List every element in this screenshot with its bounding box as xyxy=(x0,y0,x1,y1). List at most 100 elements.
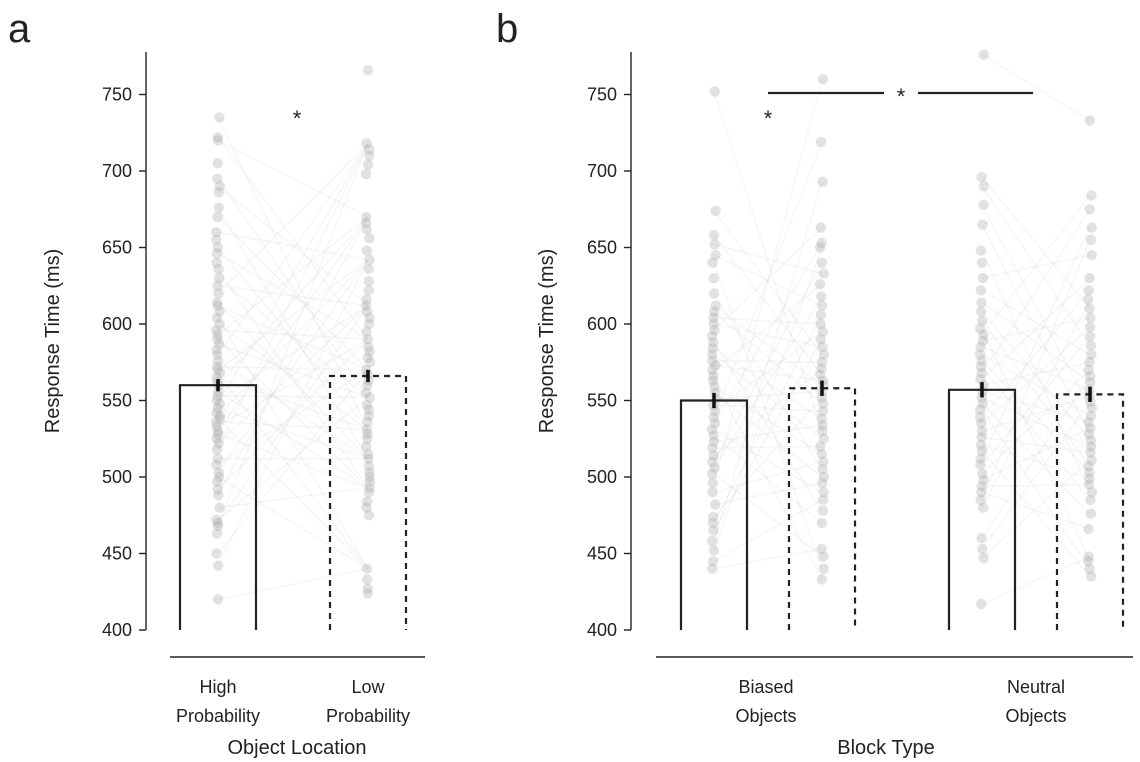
data-point xyxy=(978,474,989,486)
participant-trace xyxy=(713,234,823,375)
data-point xyxy=(708,436,720,448)
data-point xyxy=(817,464,828,475)
participant-trace xyxy=(713,262,823,570)
data-point xyxy=(815,441,826,452)
data-point xyxy=(214,367,226,379)
data-point xyxy=(1084,115,1095,126)
panel-b-category-biased-line2: Objects xyxy=(735,706,796,726)
data-point xyxy=(817,425,828,437)
data-point xyxy=(974,323,986,334)
panel-b-y-ticks: 400 450 500 550 600 650 700 750 xyxy=(587,85,631,640)
participant-trace xyxy=(981,320,1091,467)
data-point xyxy=(212,349,223,360)
participant-trace xyxy=(981,301,1091,383)
data-point xyxy=(978,199,989,210)
data-point xyxy=(1084,357,1095,368)
participant-trace xyxy=(713,396,823,518)
panel-b-category-neutral-line2: Objects xyxy=(1005,706,1066,726)
participant-trace xyxy=(713,347,823,420)
data-point xyxy=(362,583,373,594)
data-point xyxy=(815,334,826,345)
participant-trace xyxy=(713,386,823,455)
data-point xyxy=(708,545,720,556)
data-point xyxy=(214,306,225,317)
data-point xyxy=(977,468,988,480)
data-point xyxy=(707,511,719,522)
data-point xyxy=(364,144,375,155)
data-point xyxy=(214,502,225,513)
participant-trace xyxy=(981,395,1091,432)
data-point xyxy=(974,412,986,423)
data-point xyxy=(362,380,373,391)
data-point xyxy=(976,297,987,308)
participant-trace xyxy=(713,428,823,493)
data-point xyxy=(708,525,719,536)
participant-trace xyxy=(713,181,823,542)
panel-b-ytick-label: 700 xyxy=(587,161,617,181)
participant-trace xyxy=(981,326,1091,425)
data-point xyxy=(818,349,830,360)
participant-trace xyxy=(713,338,823,531)
data-point xyxy=(977,398,989,409)
participant-trace xyxy=(981,204,1091,409)
data-point xyxy=(211,459,222,470)
participant-trace xyxy=(217,259,369,567)
participant-trace xyxy=(713,424,823,443)
data-point xyxy=(362,588,374,599)
data-point xyxy=(1083,523,1094,535)
participant-trace xyxy=(981,401,1091,550)
data-point xyxy=(211,344,222,356)
participant-trace xyxy=(217,343,369,399)
data-point xyxy=(364,471,375,483)
data-point xyxy=(362,416,373,428)
panel-b-between-groups-significance: * xyxy=(897,84,906,109)
data-point xyxy=(211,421,222,432)
data-point xyxy=(212,242,224,253)
data-point xyxy=(1083,294,1094,305)
participant-trace xyxy=(713,296,823,469)
data-point xyxy=(361,399,373,411)
participant-trace xyxy=(981,335,1091,466)
participant-trace xyxy=(981,483,1091,487)
data-point xyxy=(976,425,988,437)
data-point xyxy=(214,410,226,421)
data-point xyxy=(211,297,223,308)
data-point xyxy=(707,456,718,467)
data-point xyxy=(815,369,826,380)
participant-trace xyxy=(217,369,369,466)
panel-a-category-low-line2: Probability xyxy=(326,706,410,726)
data-point xyxy=(816,392,828,403)
data-point xyxy=(1085,410,1097,421)
data-point xyxy=(364,150,375,161)
data-point xyxy=(361,138,372,149)
participant-trace xyxy=(713,254,823,307)
data-point xyxy=(978,502,989,513)
data-point xyxy=(816,291,827,302)
panel-b-ytick-label: 750 xyxy=(587,85,617,105)
participant-trace xyxy=(981,459,1091,559)
data-point xyxy=(817,341,828,353)
panel-a-ytick-label: 750 xyxy=(102,85,132,105)
data-point xyxy=(1085,447,1096,458)
data-point xyxy=(364,233,375,244)
data-point xyxy=(817,74,829,85)
data-point xyxy=(709,499,721,510)
data-point xyxy=(363,285,375,296)
panel-a-participant-traces xyxy=(217,117,369,601)
data-point xyxy=(213,560,224,571)
participant-trace xyxy=(217,433,369,489)
data-point xyxy=(1085,234,1097,246)
data-point xyxy=(708,230,720,241)
participant-trace xyxy=(981,409,1091,570)
data-point xyxy=(1083,285,1094,296)
data-point xyxy=(214,398,226,409)
data-point xyxy=(818,487,829,498)
data-point xyxy=(975,404,986,415)
data-point xyxy=(361,496,373,507)
participant-trace xyxy=(217,418,369,570)
data-point xyxy=(707,487,718,498)
data-point xyxy=(213,467,224,478)
participant-trace xyxy=(217,395,369,399)
data-point xyxy=(211,324,222,336)
